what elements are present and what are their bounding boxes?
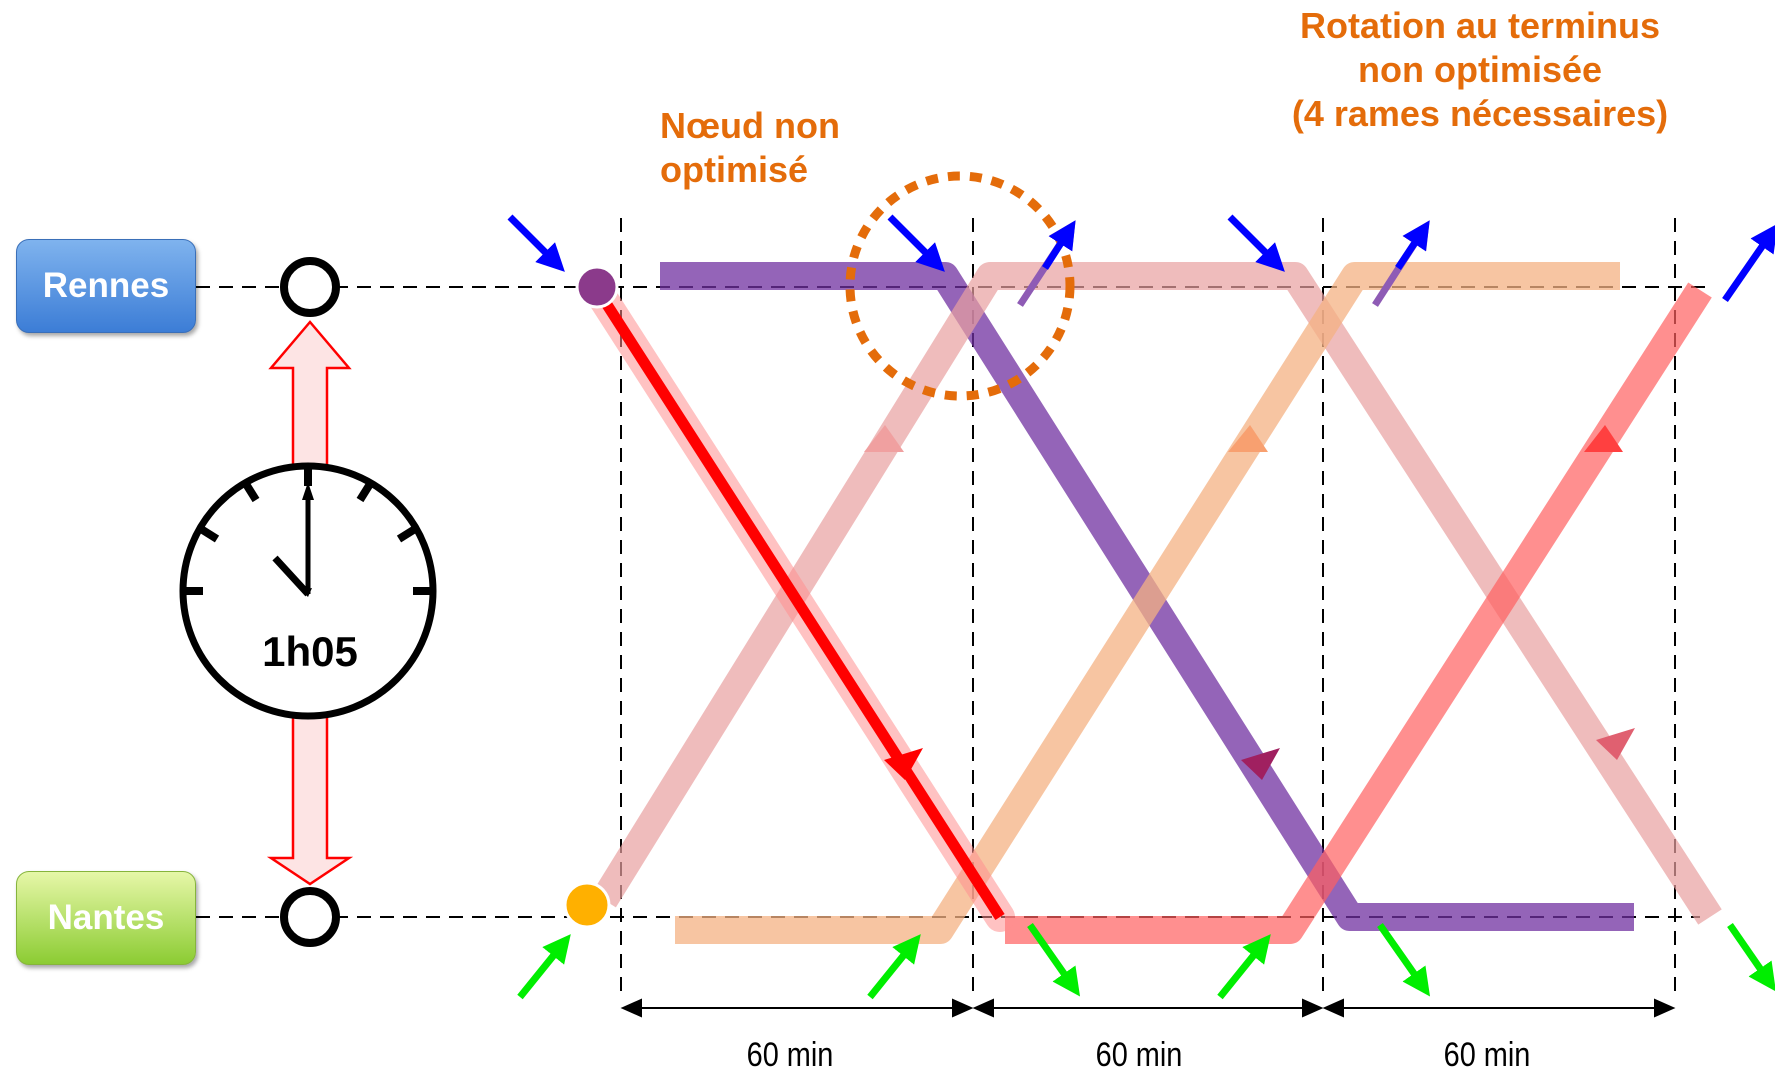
arrival-arrow-1 [507, 214, 565, 272]
arrival-arrow-2 [887, 214, 945, 272]
departure-arrow-nantes-1 [517, 934, 571, 1000]
arrival-arrow-nantes-1 [1027, 922, 1081, 997]
travel-time-label: 1h05 [262, 628, 358, 675]
departure-arrow-rennes-2b [1395, 220, 1430, 270]
arrival-arrow-3 [1227, 214, 1285, 272]
rennes-stop-circle [280, 257, 340, 317]
interval-label-2: 60 min [1095, 1036, 1183, 1074]
interval-label-1: 60 min [746, 1036, 834, 1074]
direction-marker-orange-up [1228, 425, 1268, 452]
interval-label-3: 60 min [1443, 1036, 1531, 1074]
train-path-red [599, 297, 1005, 920]
direction-marker-pink-up [864, 425, 904, 452]
direction-marker-pink-down [1596, 728, 1635, 760]
direction-marker-red [884, 748, 923, 780]
annotation-node: Nœud non optimisé [660, 105, 840, 190]
interval-dimension-3 [1322, 998, 1676, 1018]
station-rennes-label: Rennes [16, 239, 196, 333]
arrival-arrow-nantes-2 [1377, 922, 1431, 997]
nantes-stop-circle [280, 887, 340, 947]
direction-marker-violet [1241, 748, 1280, 780]
departure-arrow-nantes-3 [1217, 934, 1271, 1000]
departure-arrow-rennes-3 [1722, 223, 1775, 302]
departure-arrow-nantes-2 [867, 934, 921, 1000]
origin-dot-nantes [563, 881, 611, 929]
arrival-arrow-nantes-3 [1727, 923, 1775, 992]
interval-dimension-1 [620, 998, 974, 1018]
train-path-orange [675, 262, 1620, 944]
interval-dimension-2 [972, 998, 1324, 1018]
node-highlight-circle [845, 171, 1075, 401]
direction-marker-red-up [1584, 425, 1623, 452]
clock-icon [179, 462, 437, 720]
annotation-rotation: Rotation au terminus non optimisée (4 ra… [1291, 5, 1669, 134]
station-nantes-label: Nantes [16, 871, 196, 965]
train-path-pink-red [1005, 282, 1712, 944]
origin-dot-rennes [575, 265, 619, 309]
departure-arrow-rennes-1b [1042, 220, 1076, 270]
